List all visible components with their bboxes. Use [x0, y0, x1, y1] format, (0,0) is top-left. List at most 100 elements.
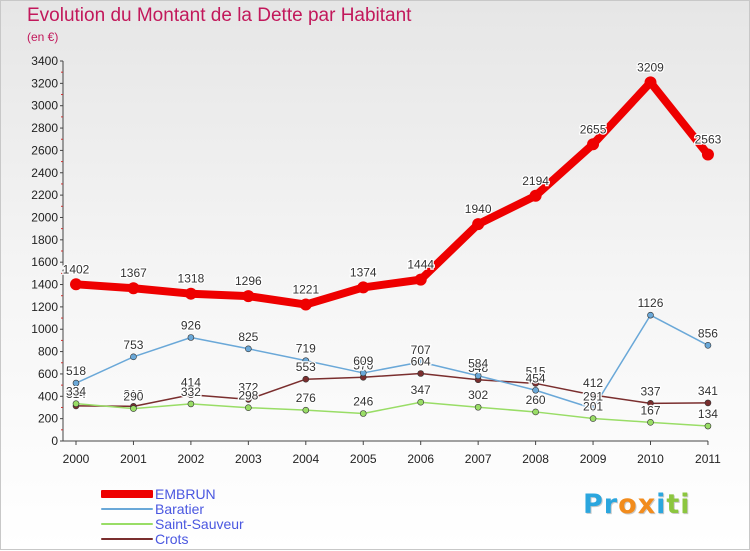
data-point-crots: [245, 396, 252, 403]
data-point-embrun: [644, 76, 657, 89]
legend-swatch-saint-sauveur: [101, 523, 153, 525]
x-tick-label: 2004: [292, 452, 319, 466]
proxiti-logo: Proxiti: [583, 489, 691, 520]
data-label-crots: 414: [181, 376, 201, 390]
x-tick-label: 2010: [637, 452, 664, 466]
data-label-saint-sauveur: 201: [583, 400, 603, 414]
data-point-crots: [704, 399, 712, 407]
logo-letter: r: [603, 489, 619, 520]
data-label-crots: 341: [698, 384, 718, 398]
data-point-embrun: [472, 218, 485, 231]
legend-label-saint-sauveur: Saint-Sauveur: [155, 516, 244, 532]
data-label-crots: 372: [238, 380, 258, 394]
legend-swatch-baratier: [101, 508, 153, 510]
data-label-embrun: 3209: [637, 60, 664, 74]
data-label-embrun: 2655: [580, 122, 607, 136]
data-point-embrun: [701, 148, 714, 161]
data-point-embrun: [414, 273, 427, 286]
data-label-embrun: 1318: [178, 272, 205, 286]
data-label-saint-sauveur: 134: [698, 407, 718, 421]
data-point-baratier: [72, 379, 80, 387]
logo-letter: x: [637, 489, 657, 520]
series-line-saint-sauveur: [75, 401, 709, 427]
data-label-baratier: 584: [468, 357, 488, 371]
y-tick-label: 1800: [31, 233, 58, 247]
y-tick-label: 2400: [31, 166, 58, 180]
legend-label-embrun: EMBRUN: [155, 486, 216, 502]
data-point-baratier: [474, 372, 482, 380]
data-point-baratier: [130, 353, 137, 361]
data-label-embrun: 1296: [235, 274, 262, 288]
data-point-embrun: [357, 281, 370, 294]
data-point-embrun: [242, 290, 255, 303]
y-tick-label: 800: [38, 345, 58, 359]
data-point-saint-sauveur: [532, 408, 539, 416]
data-label-baratier: 518: [66, 364, 86, 378]
y-tick-label: 2200: [31, 188, 58, 202]
data-point-saint-sauveur: [417, 398, 425, 406]
y-tick-label: 200: [38, 412, 58, 426]
data-point-saint-sauveur: [130, 405, 137, 412]
data-label-saint-sauveur: 332: [181, 385, 201, 399]
data-point-crots: [187, 391, 195, 399]
data-point-embrun: [184, 287, 197, 300]
y-tick-label: 2600: [31, 143, 58, 157]
legend-label-crots: Crots: [155, 531, 189, 547]
y-tick-label: 1400: [31, 278, 58, 292]
data-point-baratier: [417, 358, 425, 366]
data-label-crots: 314: [66, 387, 86, 401]
data-label-saint-sauveur: 276: [296, 391, 316, 405]
y-tick-label: 3000: [31, 99, 58, 113]
series-line-baratier: [75, 314, 709, 410]
data-label-embrun: 1940: [465, 202, 492, 216]
data-label-baratier: 454: [526, 371, 546, 385]
y-tick-label: 3400: [31, 54, 58, 68]
data-label-saint-sauveur: 302: [468, 388, 488, 402]
data-point-embrun: [127, 282, 140, 295]
data-label-baratier: 825: [238, 330, 258, 344]
y-tick-label: 3200: [31, 76, 58, 90]
data-label-crots: 553: [296, 360, 316, 374]
y-tick-label: 400: [38, 389, 58, 403]
series-line-embrun: [72, 78, 712, 309]
data-point-saint-sauveur: [302, 406, 310, 414]
data-point-saint-sauveur: [359, 410, 367, 417]
data-label-saint-sauveur: 347: [411, 383, 431, 397]
y-tick-label: 0: [51, 434, 58, 448]
x-tick-label: 2005: [350, 452, 377, 466]
legend-swatch-crots: [101, 538, 153, 540]
logo-letter: i: [680, 489, 691, 520]
x-tick-label: 2007: [465, 452, 492, 466]
data-label-crots: 515: [526, 364, 546, 378]
data-label-crots: 548: [468, 361, 488, 375]
data-label-baratier: 856: [698, 326, 718, 340]
chart-title: Evolution du Montant de la Dette par Hab…: [27, 5, 412, 26]
data-label-embrun: 1221: [292, 283, 319, 297]
data-label-embrun: 1444: [407, 258, 434, 272]
data-label-embrun: 1402: [63, 262, 90, 276]
data-label-embrun: 1374: [350, 265, 377, 279]
data-label-embrun: 2563: [695, 133, 722, 147]
y-tick-label: 600: [38, 367, 58, 381]
axes: 0 200 400 600 800 1000 1200 1400 1600 1800 2000 220…: [31, 54, 721, 466]
x-tick-label: 2003: [235, 452, 262, 466]
data-label-saint-sauveur: 298: [238, 389, 258, 403]
data-label-embrun: 2194: [522, 174, 549, 188]
data-label-baratier: 1126: [638, 296, 664, 310]
data-point-baratier: [704, 342, 712, 349]
data-point-embrun: [299, 298, 312, 311]
data-label-crots: 337: [640, 384, 660, 398]
y-tick-label: 2000: [31, 210, 58, 224]
x-tick-label: 2006: [407, 452, 434, 466]
logo-letter: P: [583, 489, 604, 520]
series-line-crots: [75, 372, 709, 408]
x-tick-label: 2009: [580, 452, 607, 466]
logo-letter: o: [618, 489, 638, 520]
series-lines: [72, 78, 712, 427]
data-point-saint-sauveur: [245, 404, 252, 411]
logo-letter: t: [666, 489, 681, 520]
legend-swatch-embrun: [101, 490, 153, 498]
data-label-baratier: 719: [296, 342, 316, 356]
